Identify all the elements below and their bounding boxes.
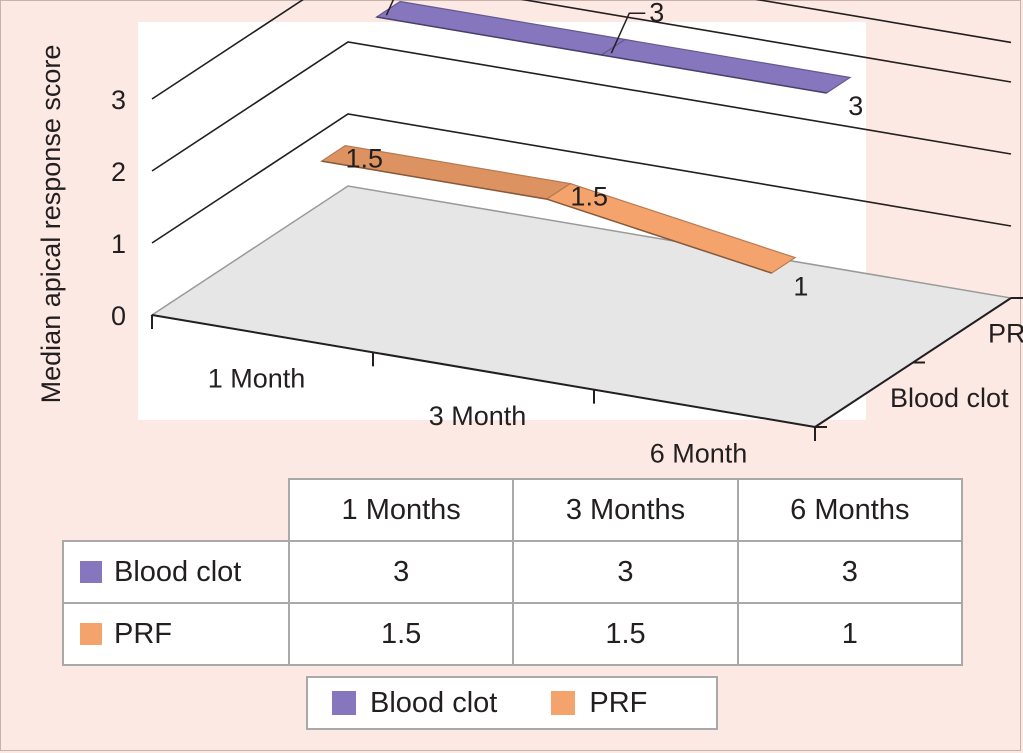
table-col-header: 1 Months xyxy=(287,478,515,542)
table-cell: 1.5 xyxy=(287,602,515,666)
blood-clot-swatch-icon xyxy=(80,560,102,583)
table-row-header: PRF xyxy=(62,602,290,666)
table-row: PRF 1.5 1.5 1 xyxy=(62,602,964,666)
data-label-leader xyxy=(385,0,395,16)
depth-tick-label: Blood clot xyxy=(890,383,1009,413)
table-cell: 1.5 xyxy=(512,602,739,666)
y-tick-label: 0 xyxy=(111,301,126,331)
data-label: 3 xyxy=(649,0,664,27)
series-edge-line xyxy=(376,16,827,94)
legend-item: Blood clot xyxy=(332,687,497,720)
table-header-row: 1 Months 3 Months 6 Months xyxy=(62,478,964,542)
table-corner-cell xyxy=(62,478,290,542)
y-axis-label: Median apical response score xyxy=(36,45,66,404)
table-cell: 3 xyxy=(736,540,964,604)
y-tick-label: 2 xyxy=(111,157,126,187)
x-tick-label: 3 Month xyxy=(429,401,527,431)
data-label-leader xyxy=(610,12,646,54)
series-ribbon xyxy=(599,38,852,94)
table-cell: 3 xyxy=(287,540,515,604)
table-col-header: 6 Months xyxy=(736,478,964,542)
data-label: 1.5 xyxy=(570,181,608,211)
blood-clot-legend-swatch-icon xyxy=(332,691,356,715)
data-label: 3 xyxy=(848,91,863,121)
legend: Blood clot PRF xyxy=(306,676,718,730)
data-label: 1 xyxy=(793,271,808,301)
y-tick-label: 3 xyxy=(111,85,126,115)
table-row: Blood clot 3 3 3 xyxy=(62,540,964,604)
gridline xyxy=(755,0,1012,44)
table-row-header: Blood clot xyxy=(62,540,290,604)
series-edge-line xyxy=(321,160,772,274)
x-tick-label: 6 Month xyxy=(650,438,748,468)
table-cell: 1 xyxy=(736,602,964,666)
table-cell: 3 xyxy=(512,540,739,604)
prf-swatch-icon xyxy=(80,622,102,645)
gridline xyxy=(151,113,1012,244)
y-tick-label: 1 xyxy=(111,229,126,259)
prf-legend-swatch-icon xyxy=(551,691,576,715)
chart-3d-line: Median apical response score 0 1 2 3 1 Month… xyxy=(36,0,1023,468)
depth-tick-label: PRF xyxy=(988,318,1023,348)
x-tick-label: 1 Month xyxy=(208,364,306,394)
data-label: 1.5 xyxy=(345,143,383,173)
series-ribbon xyxy=(374,0,627,56)
table-row-label: PRF xyxy=(114,617,172,650)
table-col-header: 3 Months xyxy=(512,478,739,542)
gridline xyxy=(151,0,1012,100)
x-axis-line xyxy=(151,314,816,428)
gridline xyxy=(151,41,1012,172)
legend-item: PRF xyxy=(551,687,647,720)
table-row-label: Blood clot xyxy=(114,555,242,588)
data-table: 1 Months 3 Months 6 Months Blood clot 3 … xyxy=(62,478,964,666)
legend-label: Blood clot xyxy=(370,686,498,719)
legend-label: PRF xyxy=(589,686,648,719)
